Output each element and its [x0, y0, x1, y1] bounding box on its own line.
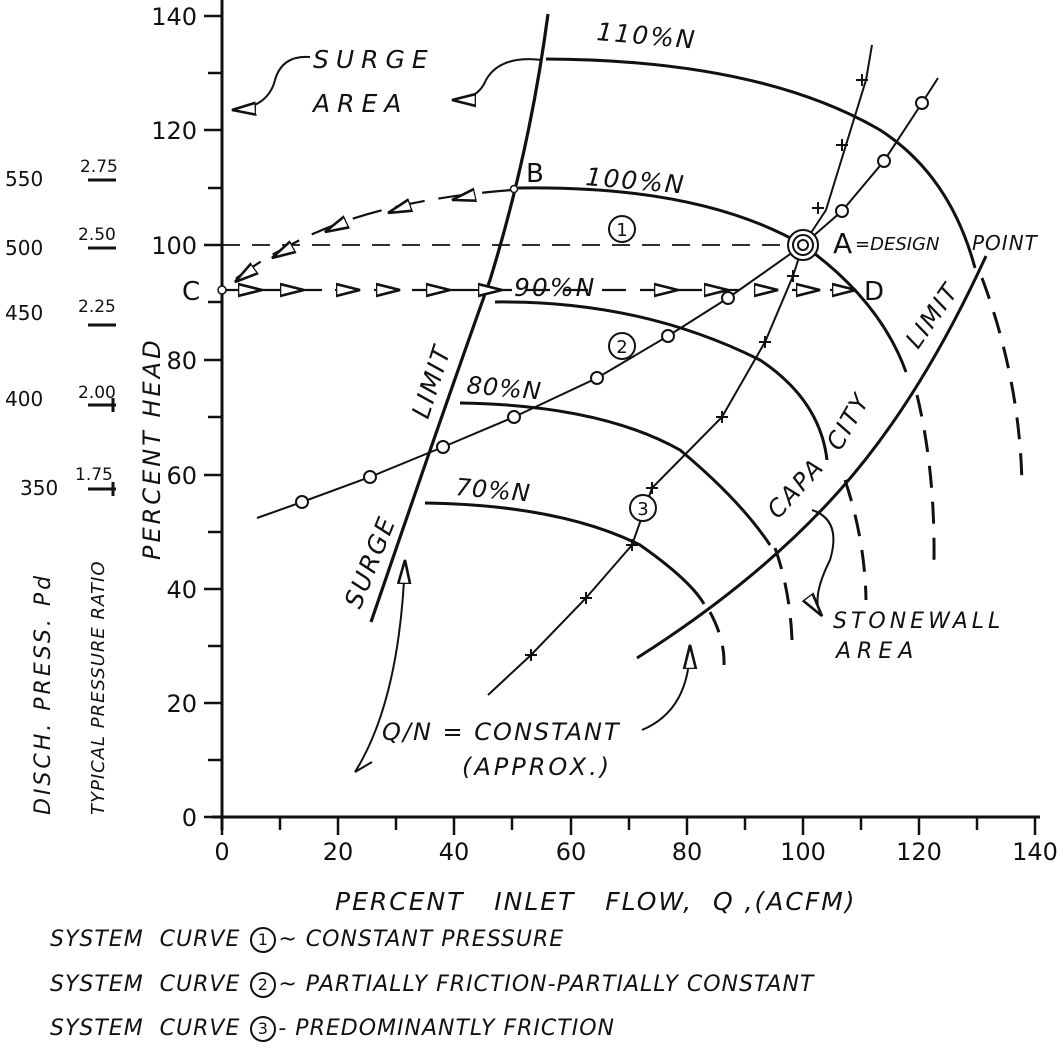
svg-text:0: 0: [214, 838, 229, 866]
svg-text:500: 500: [5, 236, 43, 260]
surge-area-label-1: SURGE: [313, 45, 435, 74]
svg-text:400: 400: [5, 387, 43, 411]
svg-text:40: 40: [439, 838, 470, 866]
disch-press-scale: 550 500 450 400 350: [5, 167, 58, 500]
svg-text:60: 60: [556, 838, 587, 866]
point-c-marker: [217, 285, 227, 295]
system-curve-2: [256, 77, 939, 519]
speed-70: [424, 501, 706, 605]
callout-lines: [232, 55, 835, 773]
x-tick-labels: 0 20 40 60 80 100 120 140: [214, 838, 1058, 866]
system-curve-2-markers: [295, 96, 929, 509]
point-b-label: B: [526, 159, 544, 189]
pressure-ratio-scale: 2.75 2.50 2.25 2.00 1.75: [75, 157, 118, 485]
svg-text:350: 350: [20, 476, 58, 500]
x-axis-title: PERCENT INLET FLOW, Q ,(ACFM): [335, 887, 857, 916]
stonewall-area-label-1: STONEWALL: [833, 609, 1004, 634]
legend-row-3: SYSTEM CURVE 3- PREDOMINANTLY FRICTION: [50, 1016, 615, 1042]
svg-text:80: 80: [672, 838, 703, 866]
surge-area-label-2: AREA: [311, 89, 408, 118]
point-c-label: C: [182, 277, 200, 307]
svg-text:100: 100: [151, 232, 197, 260]
point-b-marker: [509, 184, 519, 194]
speed-label-80: 80%N: [465, 371, 542, 405]
svg-text:20: 20: [323, 838, 354, 866]
svg-text:20: 20: [166, 690, 197, 718]
svg-text:450: 450: [5, 301, 43, 325]
legend-number: 2: [250, 972, 277, 998]
curve-1-number: 1: [616, 220, 627, 241]
speed-80: [459, 401, 772, 546]
svg-text:140: 140: [151, 3, 197, 31]
point-a-label: A: [833, 227, 852, 260]
svg-text:60: 60: [166, 462, 197, 490]
stonewall-area-label-2: AREA: [834, 639, 919, 664]
system-curve-3-markers: [525, 74, 868, 661]
legend-row-1: SYSTEM CURVE 1 ~ CONSTANT PRESSURE: [50, 927, 564, 953]
design-label: =DESIGN: [855, 234, 939, 255]
legend-number: 1: [250, 927, 277, 953]
svg-text:100: 100: [780, 838, 826, 866]
svg-text:0: 0: [182, 804, 197, 832]
legend-number: 3: [250, 1016, 277, 1042]
y-tick-labels: 0 20 40 60 80 100 120 140: [151, 3, 197, 832]
y-axis-title: PERCENT HEAD: [138, 337, 166, 560]
surge-path-cb: [221, 188, 513, 291]
svg-text:120: 120: [151, 117, 197, 145]
svg-text:140: 140: [1012, 838, 1058, 866]
qn-approx-label: (APPROX.): [462, 753, 612, 781]
svg-text:2.75: 2.75: [80, 157, 118, 177]
speed-label-90: 90%N: [514, 273, 596, 302]
svg-text:80: 80: [166, 347, 197, 375]
speed-lines: [424, 57, 977, 605]
surge-limit-label-limit: LIMIT: [406, 341, 457, 422]
pressure-ratio-title: TYPICAL PRESSURE RATIO: [88, 561, 109, 816]
point-d-label: D: [864, 277, 884, 307]
legend-prefix: SYSTEM CURVE: [50, 927, 241, 952]
svg-text:550: 550: [5, 167, 43, 191]
speed-110: [545, 57, 977, 269]
svg-text:2.25: 2.25: [78, 297, 116, 317]
legend-text: ~ PARTIALLY FRICTION-PARTIALLY CONSTANT: [278, 972, 815, 997]
legend-text: - PREDOMINANTLY FRICTION: [278, 1016, 615, 1041]
stonewall-dashes: [708, 277, 1024, 666]
speed-label-100: 100%N: [584, 162, 686, 200]
disch-press-title: DISCH. PRESS. Pd: [31, 573, 56, 815]
capacity-label-city: CITY: [821, 388, 876, 455]
speed-90: [494, 300, 829, 461]
curve-number-circles: [608, 215, 657, 522]
speed-label-70: 70%N: [454, 473, 531, 507]
svg-text:120: 120: [896, 838, 942, 866]
design-point-marker: [787, 229, 819, 261]
speed-label-110: 110%N: [595, 17, 697, 55]
svg-text:2.50: 2.50: [78, 225, 116, 245]
legend-prefix: SYSTEM CURVE: [50, 972, 241, 997]
system-curve-3: [487, 44, 873, 696]
speed-100: [517, 186, 908, 373]
capacity-limit-label: LIMIT: [900, 277, 965, 353]
curve-2-number: 2: [616, 337, 627, 358]
legend-text: ~ CONSTANT PRESSURE: [278, 927, 565, 952]
axes: [88, 0, 1040, 835]
svg-text:40: 40: [166, 576, 197, 604]
svg-text:1.75: 1.75: [75, 465, 113, 485]
legend-prefix: SYSTEM CURVE: [50, 1016, 241, 1041]
curve-3-number: 3: [637, 499, 648, 520]
svg-text:2.00: 2.00: [78, 383, 116, 403]
point-label: POINT: [972, 231, 1039, 255]
legend-row-2: SYSTEM CURVE 2 ~ PARTIALLY FRICTION-PARTI…: [50, 972, 814, 998]
capacity-limit-line: [636, 255, 988, 660]
qn-constant-label: Q/N = CONSTANT: [382, 718, 621, 746]
